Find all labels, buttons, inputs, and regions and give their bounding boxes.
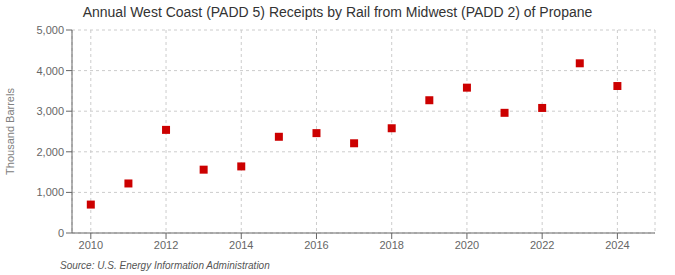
- svg-text:0: 0: [58, 227, 64, 239]
- html-text:Source: U.S. Energy Informatio: Source: U.S. Energy Information Administ…: [60, 260, 270, 271]
- svg-text:2016: 2016: [304, 239, 328, 251]
- svg-text:2,000: 2,000: [36, 146, 64, 158]
- svg-text:2020: 2020: [455, 239, 479, 251]
- svg-text:2012: 2012: [154, 239, 178, 251]
- svg-text:2022: 2022: [530, 239, 554, 251]
- svg-text:2018: 2018: [379, 239, 403, 251]
- svg-text:2010: 2010: [79, 239, 103, 251]
- svg-text:4,000: 4,000: [36, 65, 64, 77]
- svg-text:5,000: 5,000: [36, 24, 64, 36]
- svg-text:1,000: 1,000: [36, 186, 64, 198]
- html-text:Annual West Coast (PADD 5) Rec: Annual West Coast (PADD 5) Receipts by R…: [82, 4, 593, 20]
- svg-text:2014: 2014: [229, 239, 253, 251]
- svg-text:Thousand Barrels: Thousand Barrels: [8, 88, 16, 175]
- svg-text:3,000: 3,000: [36, 105, 64, 117]
- svg-text:2024: 2024: [605, 239, 629, 251]
